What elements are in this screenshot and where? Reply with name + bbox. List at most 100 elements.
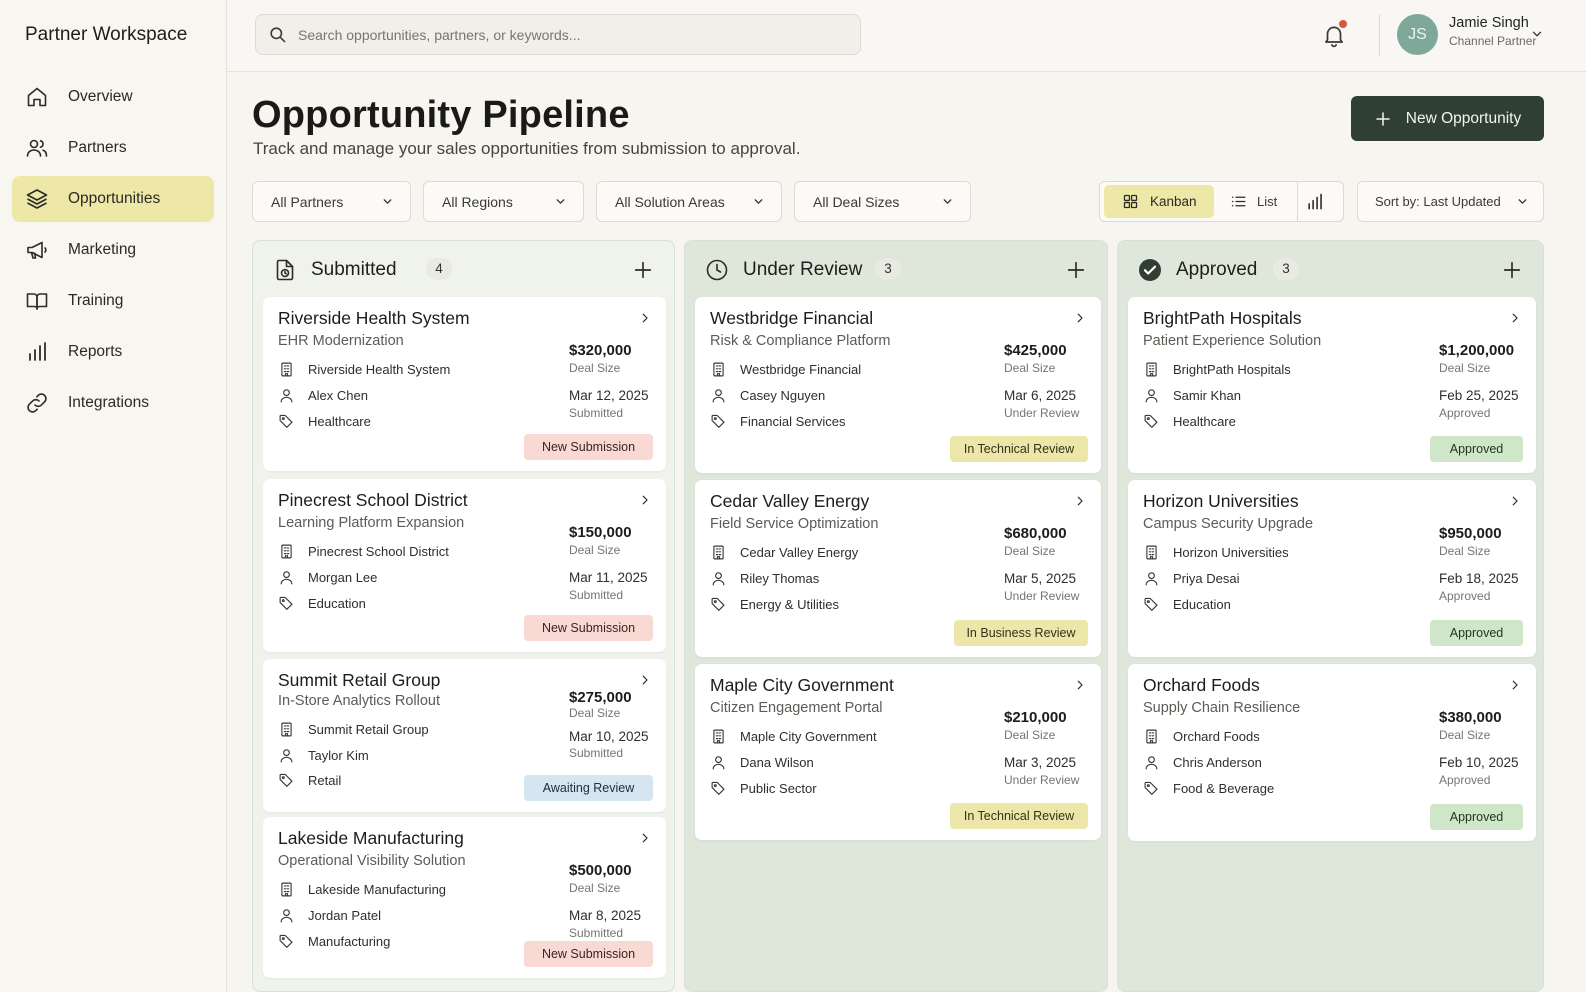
deal-amount-label: Deal Size xyxy=(1439,728,1491,742)
opportunity-card[interactable]: Summit Retail Group In-Store Analytics Ro… xyxy=(263,659,666,812)
opportunity-card[interactable]: Lakeside Manufacturing Operational Visibi… xyxy=(263,817,666,978)
card-organization: Lakeside Manufacturing xyxy=(278,881,446,898)
bell-icon[interactable] xyxy=(1321,22,1347,48)
column-count-badge: 3 xyxy=(875,258,901,280)
add-card-icon[interactable] xyxy=(1501,259,1523,281)
deal-sizes-filter[interactable]: All Deal Sizes xyxy=(794,181,971,222)
opportunity-card[interactable]: Pinecrest School District Learning Platfo… xyxy=(263,479,666,652)
divider xyxy=(1379,14,1380,56)
building-icon xyxy=(1146,362,1157,377)
chevron-right-icon[interactable] xyxy=(638,831,652,845)
card-contact: Priya Desai xyxy=(1143,570,1239,587)
opportunity-card[interactable]: Maple City Government Citizen Engagement … xyxy=(695,664,1101,840)
sidebar-item-opportunities[interactable]: Opportunities xyxy=(12,176,214,222)
chevron-down-icon[interactable] xyxy=(1530,27,1544,41)
page-subtitle: Track and manage your sales opportunitie… xyxy=(253,139,801,158)
sidebar-item-marketing[interactable]: Marketing xyxy=(12,227,214,273)
sidebar-item-reports[interactable]: Reports xyxy=(12,329,214,375)
card-contact-label: Samir Khan xyxy=(1173,388,1241,403)
opportunity-card[interactable]: Horizon Universities Campus Security Upgr… xyxy=(1128,480,1536,657)
column-count-badge: 4 xyxy=(426,258,452,280)
sort-dropdown[interactable]: Sort by: Last Updated xyxy=(1357,181,1544,222)
card-organization: Summit Retail Group xyxy=(278,721,429,738)
add-card-icon[interactable] xyxy=(1065,259,1087,281)
card-date-label: Submitted xyxy=(569,588,624,602)
deal-amount: $275,000 xyxy=(569,689,632,706)
card-industry: Education xyxy=(1143,596,1231,613)
card-organization-label: Maple City Government xyxy=(740,729,877,744)
deal-amount-label: Deal Size xyxy=(1439,361,1491,375)
card-organization-label: Horizon Universities xyxy=(1173,545,1289,560)
new-opportunity-button[interactable]: New Opportunity xyxy=(1351,96,1544,141)
solution-areas-filter[interactable]: All Solution Areas xyxy=(596,181,782,222)
chevron-right-icon[interactable] xyxy=(1073,678,1087,692)
chevron-right-icon[interactable] xyxy=(638,311,652,325)
card-date: Mar 3, 2025 xyxy=(1004,755,1077,770)
tag-icon xyxy=(1144,597,1158,611)
card-industry: Food & Beverage xyxy=(1143,780,1274,797)
bar-chart-icon xyxy=(29,342,46,361)
card-industry-label: Energy & Utilities xyxy=(740,597,839,612)
card-title: Lakeside Manufacturing xyxy=(278,828,464,848)
clock-icon xyxy=(706,259,728,281)
deal-amount-label: Deal Size xyxy=(569,706,621,720)
tag-icon xyxy=(279,773,293,787)
sidebar: Partner Workspace Overview Partners Oppo… xyxy=(0,0,227,992)
avatar[interactable]: JS xyxy=(1397,14,1438,55)
sidebar-item-training[interactable]: Training xyxy=(12,278,214,324)
card-contact: Morgan Lee xyxy=(278,569,377,586)
tag-icon xyxy=(711,781,725,795)
sidebar-item-partners[interactable]: Partners xyxy=(12,125,214,171)
add-card-icon[interactable] xyxy=(632,259,654,281)
chevron-right-icon[interactable] xyxy=(1508,311,1522,325)
opportunity-card[interactable]: Cedar Valley Energy Field Service Optimiz… xyxy=(695,480,1101,657)
building-icon xyxy=(713,362,724,377)
partners-filter[interactable]: All Partners xyxy=(252,181,411,222)
user-name[interactable]: Jamie Singh xyxy=(1449,15,1529,31)
card-organization: Orchard Foods xyxy=(1143,728,1260,745)
sidebar-item-integrations[interactable]: Integrations xyxy=(12,380,214,426)
chevron-right-icon[interactable] xyxy=(638,673,652,687)
chevron-right-icon[interactable] xyxy=(1073,311,1087,325)
opportunity-card[interactable]: Westbridge Financial Risk & Compliance Pl… xyxy=(695,297,1101,473)
search-bar[interactable] xyxy=(255,14,861,55)
chevron-right-icon[interactable] xyxy=(1073,494,1087,508)
card-industry: Retail xyxy=(278,772,341,789)
tag-icon xyxy=(711,597,725,611)
card-date: Feb 18, 2025 xyxy=(1439,571,1519,586)
card-industry-label: Education xyxy=(1173,597,1231,612)
card-date: Mar 8, 2025 xyxy=(569,908,642,923)
brand-title: Partner Workspace xyxy=(25,24,188,45)
card-subtitle: Learning Platform Expansion xyxy=(278,515,465,531)
card-contact-label: Jordan Patel xyxy=(308,908,381,923)
sidebar-item-overview[interactable]: Overview xyxy=(12,74,214,120)
opportunity-card[interactable]: Riverside Health System EHR Modernization… xyxy=(263,297,666,471)
kanban-view-label: Kanban xyxy=(1150,194,1197,209)
chevron-down-icon xyxy=(556,199,565,204)
card-organization: Westbridge Financial xyxy=(710,361,861,378)
opportunity-card[interactable]: Orchard Foods Supply Chain Resilience Orch… xyxy=(1128,664,1536,841)
person-icon xyxy=(280,389,293,403)
chart-view-icon[interactable] xyxy=(1306,192,1325,211)
chevron-right-icon[interactable] xyxy=(638,493,652,507)
card-date-label: Approved xyxy=(1439,589,1491,603)
deal-amount: $380,000 xyxy=(1439,709,1502,726)
card-title: Orchard Foods xyxy=(1143,675,1260,695)
regions-filter[interactable]: All Regions xyxy=(423,181,584,222)
card-title: Pinecrest School District xyxy=(278,490,468,510)
partners-filter-value: All Partners xyxy=(271,193,344,210)
deal-amount: $1,200,000 xyxy=(1439,342,1515,359)
chevron-right-icon[interactable] xyxy=(1508,678,1522,692)
chevron-right-icon[interactable] xyxy=(1508,494,1522,508)
status-badge: In Technical Review xyxy=(950,803,1088,829)
deal-amount-label: Deal Size xyxy=(1439,544,1491,558)
deal-amount: $500,000 xyxy=(569,862,632,879)
kanban-view-button[interactable]: Kanban xyxy=(1104,185,1214,218)
opportunity-card[interactable]: BrightPath Hospitals Patient Experience S… xyxy=(1128,297,1536,473)
deal-amount: $680,000 xyxy=(1004,525,1067,542)
search-input[interactable] xyxy=(298,26,838,43)
sidebar-item-label: Reports xyxy=(68,343,123,360)
list-view-button[interactable]: List xyxy=(1230,185,1296,218)
tag-icon xyxy=(711,414,725,428)
card-date-label: Approved xyxy=(1439,773,1491,787)
